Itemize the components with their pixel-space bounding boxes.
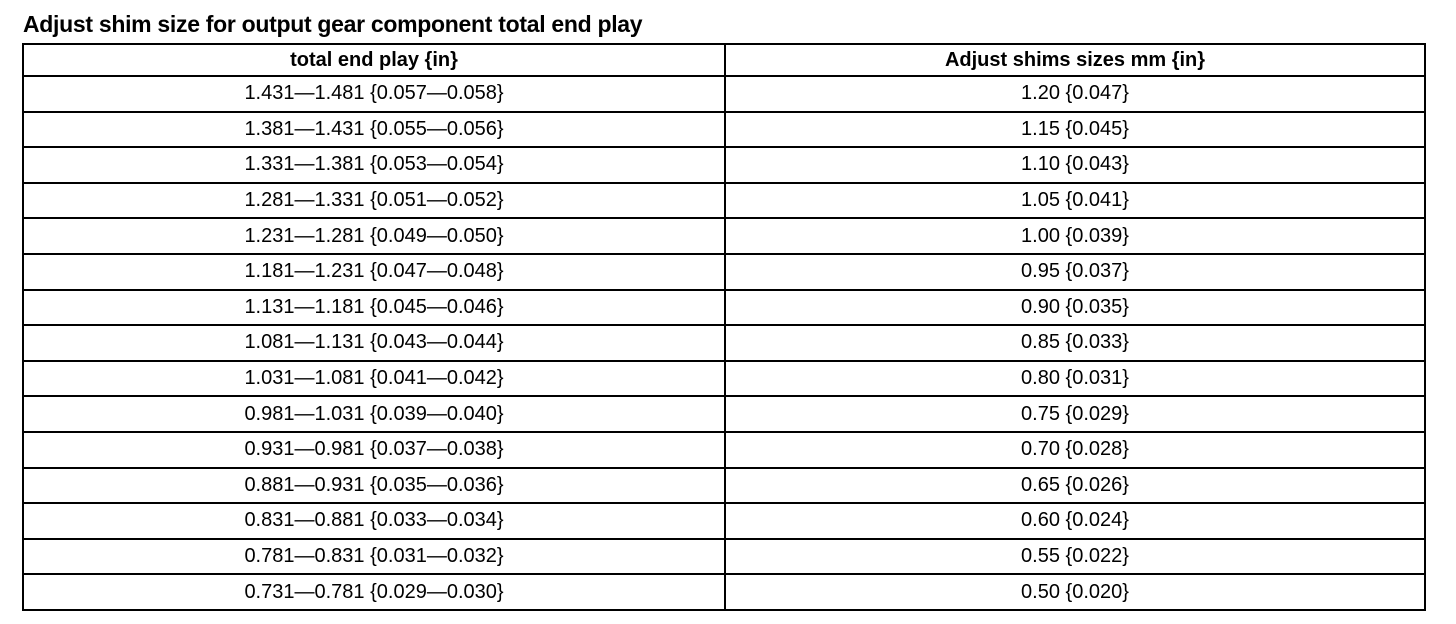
table-row: 0.781—0.831 {0.031—0.032} 0.55 {0.022} bbox=[22, 537, 1426, 576]
cell-shim-size: 0.70 {0.028} bbox=[724, 430, 1426, 469]
cell-shim-size: 0.90 {0.035} bbox=[724, 288, 1426, 327]
table-row: 0.881—0.931 {0.035—0.036} 0.65 {0.026} bbox=[22, 466, 1426, 505]
cell-total-end-play: 1.331—1.381 {0.053—0.054} bbox=[22, 146, 726, 184]
cell-shim-size: 0.95 {0.037} bbox=[724, 252, 1426, 291]
shim-size-table: total end play {in} Adjust shims sizes m… bbox=[22, 43, 1426, 611]
table-row: 1.031—1.081 {0.041—0.042} 0.80 {0.031} bbox=[22, 359, 1426, 398]
table-row: 1.231—1.281 {0.049—0.050} 1.00 {0.039} bbox=[22, 217, 1426, 255]
table-row: 1.131—1.181 {0.045—0.046} 0.90 {0.035} bbox=[22, 288, 1426, 327]
cell-total-end-play: 1.281—1.331 {0.051—0.052} bbox=[22, 181, 726, 220]
cell-shim-size: 0.65 {0.026} bbox=[724, 466, 1426, 505]
cell-total-end-play: 1.081—1.131 {0.043—0.044} bbox=[22, 324, 726, 362]
column-header-total-end-play: total end play {in} bbox=[22, 43, 726, 77]
cell-shim-size: 1.00 {0.039} bbox=[724, 217, 1426, 255]
page-title: Adjust shim size for output gear compone… bbox=[23, 11, 643, 37]
cell-total-end-play: 0.781—0.831 {0.031—0.032} bbox=[22, 537, 726, 576]
cell-shim-size: 1.05 {0.041} bbox=[724, 181, 1426, 220]
cell-shim-size: 1.10 {0.043} bbox=[724, 146, 1426, 184]
cell-shim-size: 1.15 {0.045} bbox=[724, 110, 1426, 149]
cell-total-end-play: 1.181—1.231 {0.047—0.048} bbox=[22, 252, 726, 291]
cell-total-end-play: 1.131—1.181 {0.045—0.046} bbox=[22, 288, 726, 327]
table-row: 0.731—0.781 {0.029—0.030} 0.50 {0.020} bbox=[22, 573, 1426, 611]
cell-total-end-play: 0.981—1.031 {0.039—0.040} bbox=[22, 395, 726, 433]
cell-shim-size: 1.20 {0.047} bbox=[724, 75, 1426, 113]
table-row: 0.931—0.981 {0.037—0.038} 0.70 {0.028} bbox=[22, 430, 1426, 469]
table-row: 0.981—1.031 {0.039—0.040} 0.75 {0.029} bbox=[22, 395, 1426, 433]
cell-shim-size: 0.55 {0.022} bbox=[724, 537, 1426, 576]
cell-total-end-play: 0.731—0.781 {0.029—0.030} bbox=[22, 573, 726, 611]
cell-shim-size: 0.80 {0.031} bbox=[724, 359, 1426, 398]
table-row: 1.431—1.481 {0.057—0.058} 1.20 {0.047} bbox=[22, 75, 1426, 113]
cell-shim-size: 0.75 {0.029} bbox=[724, 395, 1426, 433]
column-header-shim-size: Adjust shims sizes mm {in} bbox=[724, 43, 1426, 77]
table-row: 1.081—1.131 {0.043—0.044} 0.85 {0.033} bbox=[22, 324, 1426, 362]
cell-shim-size: 0.85 {0.033} bbox=[724, 324, 1426, 362]
cell-total-end-play: 0.831—0.881 {0.033—0.034} bbox=[22, 502, 726, 540]
cell-shim-size: 0.60 {0.024} bbox=[724, 502, 1426, 540]
table-row: 1.181—1.231 {0.047—0.048} 0.95 {0.037} bbox=[22, 252, 1426, 291]
table-row: 1.281—1.331 {0.051—0.052} 1.05 {0.041} bbox=[22, 181, 1426, 220]
cell-total-end-play: 1.431—1.481 {0.057—0.058} bbox=[22, 75, 726, 113]
cell-total-end-play: 1.381—1.431 {0.055—0.056} bbox=[22, 110, 726, 149]
table-row: 1.331—1.381 {0.053—0.054} 1.10 {0.043} bbox=[22, 146, 1426, 184]
cell-shim-size: 0.50 {0.020} bbox=[724, 573, 1426, 611]
table-header-row: total end play {in} Adjust shims sizes m… bbox=[22, 43, 1426, 77]
cell-total-end-play: 0.881—0.931 {0.035—0.036} bbox=[22, 466, 726, 505]
cell-total-end-play: 0.931—0.981 {0.037—0.038} bbox=[22, 430, 726, 469]
cell-total-end-play: 1.031—1.081 {0.041—0.042} bbox=[22, 359, 726, 398]
table-row: 0.831—0.881 {0.033—0.034} 0.60 {0.024} bbox=[22, 502, 1426, 540]
table-body: 1.431—1.481 {0.057—0.058} 1.20 {0.047} 1.3… bbox=[22, 75, 1426, 611]
cell-total-end-play: 1.231—1.281 {0.049—0.050} bbox=[22, 217, 726, 255]
table-row: 1.381—1.431 {0.055—0.056} 1.15 {0.045} bbox=[22, 110, 1426, 149]
